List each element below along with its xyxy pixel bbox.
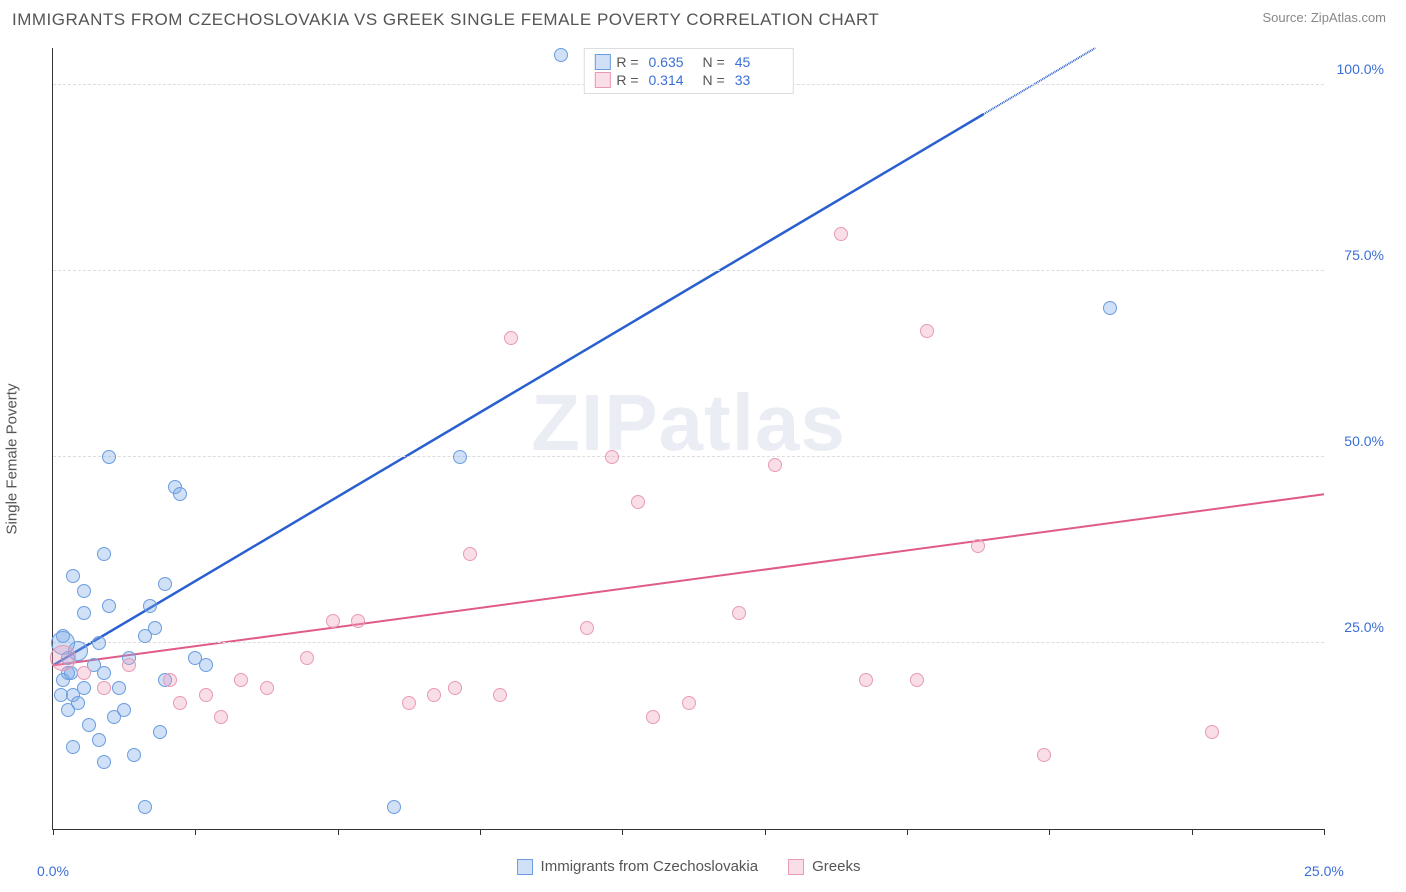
data-point (66, 740, 80, 754)
data-point (143, 599, 157, 613)
x-tick-label: 0.0% (37, 863, 69, 879)
swatch-icon (517, 859, 533, 875)
data-point (351, 614, 365, 628)
data-point (463, 547, 477, 561)
x-tick-label: 25.0% (1304, 863, 1344, 879)
x-tick (1049, 829, 1050, 835)
data-point (920, 324, 934, 338)
plot-area: ZIPatlas R =0.635 N =45 R =0.314 N =33 I… (52, 48, 1324, 830)
trendlines-svg (53, 48, 1324, 829)
legend-item-czech: Immigrants from Czechoslovakia (517, 858, 759, 875)
data-point (605, 450, 619, 464)
data-point (77, 666, 91, 680)
data-point (71, 696, 85, 710)
data-point (97, 681, 111, 695)
x-tick (1192, 829, 1193, 835)
y-tick-label: 50.0% (1344, 433, 1384, 449)
data-point (387, 800, 401, 814)
data-point (163, 673, 177, 687)
data-point (427, 688, 441, 702)
data-point (82, 718, 96, 732)
data-point (300, 651, 314, 665)
gridline (53, 270, 1324, 271)
data-point (77, 681, 91, 695)
data-point (122, 658, 136, 672)
data-point (102, 599, 116, 613)
swatch-icon (594, 72, 610, 88)
data-point (646, 710, 660, 724)
data-point (117, 703, 131, 717)
data-point (1037, 748, 1051, 762)
series-legend: Immigrants from Czechoslovakia Greeks (517, 858, 861, 875)
x-tick (338, 829, 339, 835)
x-tick (195, 829, 196, 835)
chart-container: Single Female Poverty ZIPatlas R =0.635 … (12, 38, 1394, 880)
header: IMMIGRANTS FROM CZECHOSLOVAKIA VS GREEK … (0, 0, 1406, 34)
data-point (453, 450, 467, 464)
data-point (127, 748, 141, 762)
data-point (54, 688, 68, 702)
legend-item-greek: Greeks (788, 858, 860, 875)
x-tick (765, 829, 766, 835)
data-point (97, 666, 111, 680)
data-point (768, 458, 782, 472)
x-tick (622, 829, 623, 835)
data-point (173, 696, 187, 710)
data-point (77, 584, 91, 598)
data-point (97, 547, 111, 561)
data-point (102, 450, 116, 464)
data-point (326, 614, 340, 628)
data-point (153, 725, 167, 739)
swatch-icon (594, 54, 610, 70)
x-tick (907, 829, 908, 835)
legend-row-czech: R =0.635 N =45 (594, 53, 782, 71)
data-point (158, 577, 172, 591)
data-point (402, 696, 416, 710)
source-attribution: Source: ZipAtlas.com (1262, 10, 1386, 25)
data-point (199, 658, 213, 672)
swatch-icon (788, 859, 804, 875)
data-point (580, 621, 594, 635)
data-point (138, 800, 152, 814)
data-point (260, 681, 274, 695)
data-point (631, 495, 645, 509)
gridline (53, 456, 1324, 457)
correlation-legend: R =0.635 N =45 R =0.314 N =33 (583, 48, 793, 94)
data-point (77, 606, 91, 620)
gridline (53, 642, 1324, 643)
chart-title: IMMIGRANTS FROM CZECHOSLOVAKIA VS GREEK … (12, 10, 879, 30)
y-tick-label: 100.0% (1337, 61, 1384, 77)
data-point (1103, 301, 1117, 315)
data-point (97, 755, 111, 769)
data-point (554, 48, 568, 62)
data-point (971, 539, 985, 553)
data-point (148, 621, 162, 635)
x-tick (1324, 829, 1325, 835)
data-point (92, 636, 106, 650)
data-point (834, 227, 848, 241)
legend-row-greek: R =0.314 N =33 (594, 71, 782, 89)
y-tick-label: 75.0% (1344, 247, 1384, 263)
data-point (1205, 725, 1219, 739)
data-point (199, 688, 213, 702)
data-point (214, 710, 228, 724)
data-point (448, 681, 462, 695)
y-axis-label: Single Female Poverty (4, 384, 21, 535)
data-point (50, 645, 76, 671)
data-point (92, 733, 106, 747)
data-point (112, 681, 126, 695)
x-tick (53, 829, 54, 835)
data-point (504, 331, 518, 345)
data-point (910, 673, 924, 687)
data-point (732, 606, 746, 620)
data-point (682, 696, 696, 710)
data-point (493, 688, 507, 702)
data-point (173, 487, 187, 501)
data-point (234, 673, 248, 687)
data-point (859, 673, 873, 687)
y-tick-label: 25.0% (1344, 619, 1384, 635)
data-point (66, 569, 80, 583)
x-tick (480, 829, 481, 835)
